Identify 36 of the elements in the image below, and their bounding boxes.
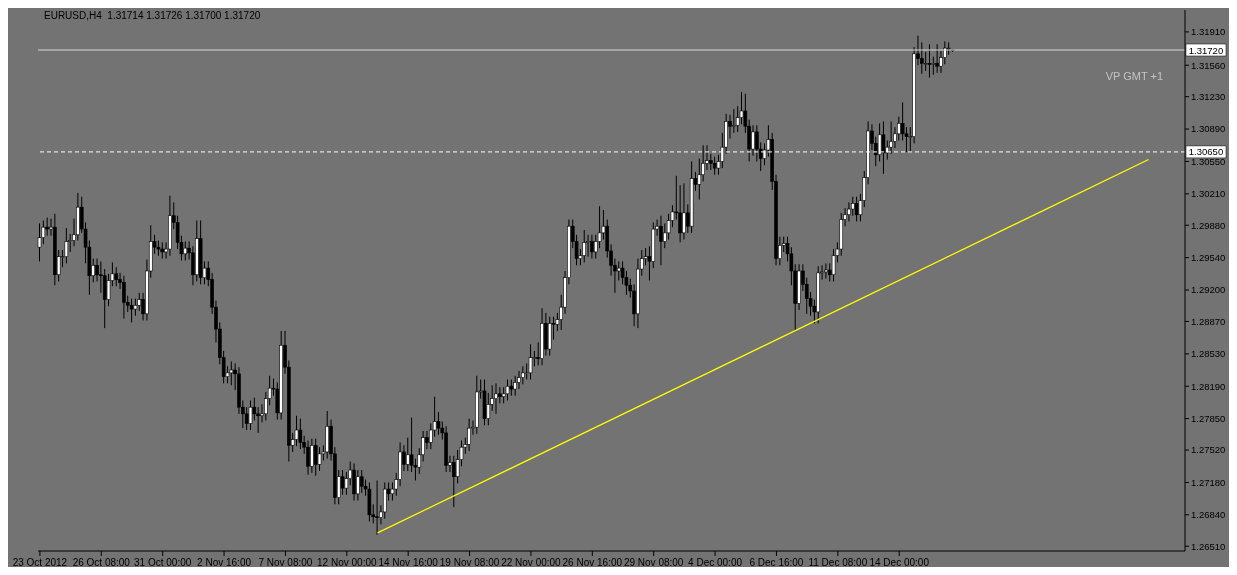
x-tick-label: 22 Nov 00:00 <box>501 557 562 568</box>
x-tick-label: 12 Nov 00:00 <box>317 557 377 568</box>
x-tick-label: 6 Dec 16:00 <box>749 557 804 568</box>
x-tick-label: 26 Nov 16:00 <box>562 557 623 568</box>
ref-line-label: 1.30650 <box>1188 146 1224 158</box>
ref-line-label: 1.31720 <box>1188 44 1224 56</box>
y-tick-label: 1.28870 <box>1191 315 1226 327</box>
y-tick-label: 1.30550 <box>1191 155 1226 167</box>
y-tick-label: 1.31230 <box>1191 91 1226 103</box>
x-tick-label: 11 Dec 08:00 <box>808 557 868 568</box>
y-tick-label: 1.28190 <box>1191 380 1226 392</box>
x-tick-label: 14 Nov 16:00 <box>378 557 439 568</box>
x-tick-label: 19 Nov 08:00 <box>439 557 500 568</box>
y-tick-label: 1.30890 <box>1191 123 1226 135</box>
chart-title: EURUSD,H4 1.31714 1.31726 1.31700 1.31720 <box>44 10 261 21</box>
x-tick-label: 23 Oct 2012 <box>12 557 68 568</box>
y-tick-label: 1.28530 <box>1191 348 1226 360</box>
x-tick-label: 4 Dec 00:00 <box>688 557 743 568</box>
x-tick-label: 26 Oct 08:00 <box>72 557 131 568</box>
y-tick-label: 1.26840 <box>1191 509 1226 521</box>
y-tick-label: 1.27520 <box>1191 444 1226 456</box>
y-tick-label: 1.30210 <box>1191 188 1226 200</box>
x-tick-label: 2 Nov 16:00 <box>197 557 252 568</box>
y-tick-label: 1.27180 <box>1191 476 1226 488</box>
x-tick-label: 29 Nov 08:00 <box>623 557 684 568</box>
y-tick-label: 1.26510 <box>1191 540 1226 552</box>
y-tick-label: 1.29200 <box>1191 284 1226 296</box>
y-tick-label: 1.31560 <box>1191 59 1226 71</box>
annotation: VP GMT +1 <box>1105 70 1163 82</box>
y-tick-label: 1.29540 <box>1191 252 1226 264</box>
y-tick-label: 1.31910 <box>1191 26 1226 38</box>
y-tick-label: 1.29880 <box>1191 219 1226 231</box>
y-tick-label: 1.27850 <box>1191 412 1226 424</box>
x-tick-label: 7 Nov 08:00 <box>258 557 313 568</box>
x-tick-label: 14 Dec 00:00 <box>869 557 930 568</box>
x-tick-label: 31 Oct 00:00 <box>134 557 192 568</box>
